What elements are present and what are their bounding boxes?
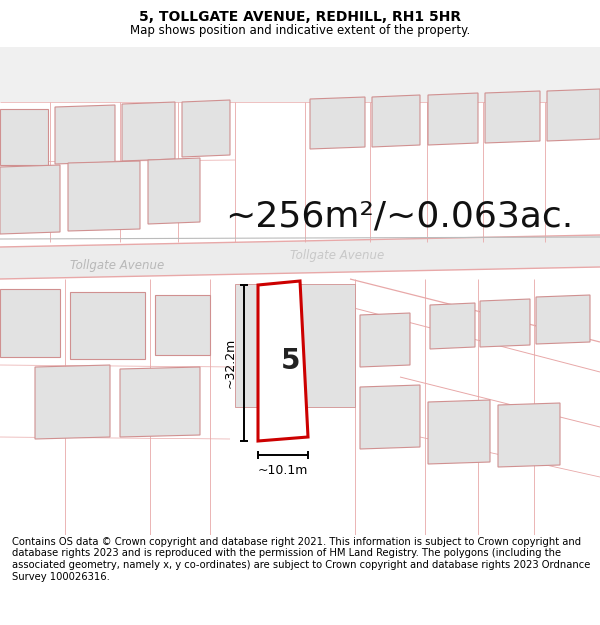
- Polygon shape: [0, 165, 60, 234]
- Polygon shape: [258, 281, 308, 441]
- Polygon shape: [0, 289, 60, 357]
- Polygon shape: [310, 97, 365, 149]
- Polygon shape: [360, 385, 420, 449]
- Text: 5: 5: [281, 347, 301, 375]
- Polygon shape: [235, 284, 355, 407]
- Polygon shape: [148, 158, 200, 224]
- Polygon shape: [480, 299, 530, 347]
- Polygon shape: [120, 367, 200, 437]
- Polygon shape: [428, 93, 478, 145]
- Text: 5, TOLLGATE AVENUE, REDHILL, RH1 5HR: 5, TOLLGATE AVENUE, REDHILL, RH1 5HR: [139, 11, 461, 24]
- Polygon shape: [498, 403, 560, 467]
- Polygon shape: [0, 235, 600, 279]
- Polygon shape: [68, 161, 140, 231]
- Polygon shape: [182, 100, 230, 157]
- Text: ~256m²/~0.063ac.: ~256m²/~0.063ac.: [225, 200, 573, 234]
- Text: Tollgate Avenue: Tollgate Avenue: [70, 259, 164, 271]
- Polygon shape: [155, 295, 210, 355]
- Polygon shape: [360, 313, 410, 367]
- Polygon shape: [0, 47, 600, 102]
- Polygon shape: [35, 365, 110, 439]
- Polygon shape: [428, 400, 490, 464]
- Text: Contains OS data © Crown copyright and database right 2021. This information is : Contains OS data © Crown copyright and d…: [12, 537, 590, 582]
- Text: ~10.1m: ~10.1m: [258, 464, 308, 478]
- Text: Tollgate Avenue: Tollgate Avenue: [290, 249, 384, 261]
- Polygon shape: [485, 91, 540, 143]
- Polygon shape: [372, 95, 420, 147]
- Polygon shape: [0, 109, 48, 165]
- Polygon shape: [430, 303, 475, 349]
- Polygon shape: [547, 89, 600, 141]
- Polygon shape: [55, 105, 115, 164]
- Text: Map shows position and indicative extent of the property.: Map shows position and indicative extent…: [130, 24, 470, 37]
- Text: ~32.2m: ~32.2m: [223, 338, 236, 388]
- Polygon shape: [122, 102, 175, 161]
- Polygon shape: [70, 292, 145, 359]
- Polygon shape: [536, 295, 590, 344]
